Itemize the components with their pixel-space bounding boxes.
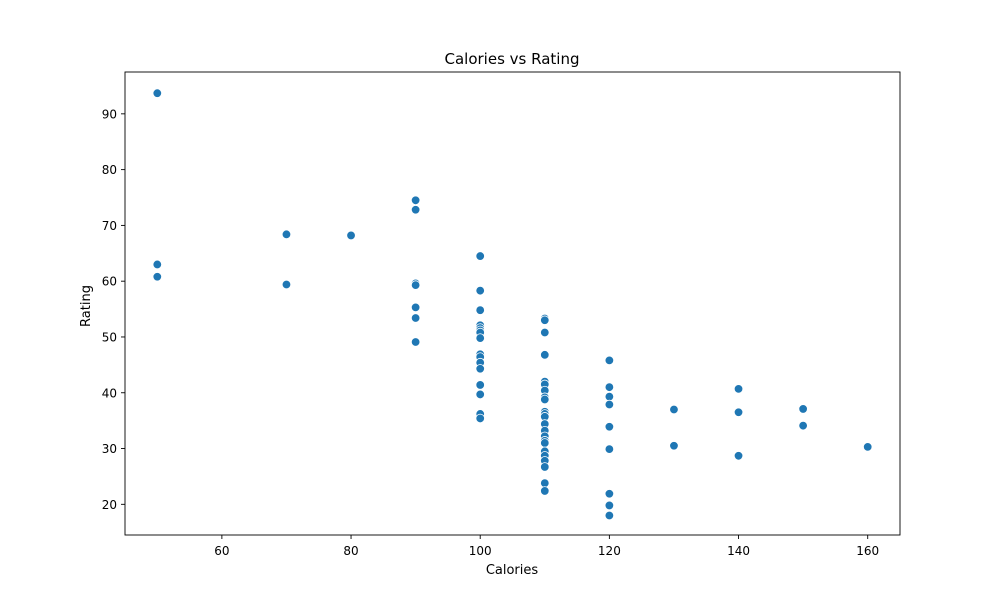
data-point-31	[540, 327, 550, 338]
data-point-20	[475, 333, 485, 343]
data-point-7	[410, 205, 421, 215]
data-point-11	[410, 313, 421, 323]
data-point-51	[540, 486, 550, 496]
y-tick-label-80: 80	[102, 163, 117, 177]
data-point-2	[152, 272, 162, 282]
chart-title: Calories vs Rating	[445, 50, 580, 68]
y-tick-label-70: 70	[102, 219, 117, 233]
data-point-68	[863, 442, 873, 452]
data-point-26	[475, 389, 485, 400]
data-point-32	[540, 350, 550, 360]
data-point-54	[604, 391, 615, 402]
plot-frame	[124, 71, 901, 536]
data-point-65	[733, 451, 744, 461]
data-point-45	[540, 438, 550, 448]
x-tick-label-140: 140	[727, 544, 750, 558]
data-point-9	[410, 280, 421, 290]
x-tick-label-160: 160	[856, 544, 879, 558]
y-tick-label-90: 90	[102, 107, 117, 121]
data-point-6	[410, 195, 421, 206]
data-point-28	[475, 413, 485, 424]
data-point-1	[152, 259, 162, 270]
data-point-58	[604, 489, 615, 499]
data-point-14	[475, 285, 485, 296]
data-point-30	[540, 315, 550, 325]
data-point-64	[733, 407, 744, 417]
data-point-62	[669, 441, 679, 451]
data-point-60	[604, 510, 615, 521]
data-point-5	[346, 230, 356, 241]
data-point-10	[410, 302, 421, 313]
x-tick-label-80: 80	[343, 544, 358, 558]
x-tick-label-120: 120	[598, 544, 621, 558]
data-point-61	[669, 404, 679, 415]
points-layer	[152, 88, 873, 521]
data-point-49	[540, 462, 550, 472]
y-axis-label: Rating	[79, 285, 94, 327]
data-point-25	[475, 380, 485, 390]
y-tick-label-50: 50	[102, 330, 117, 344]
x-axis-label: Calories	[486, 563, 539, 578]
x-tick-label-100: 100	[469, 544, 492, 558]
y-tick-label-30: 30	[102, 442, 117, 456]
y-tick-label-40: 40	[102, 386, 117, 400]
data-point-52	[604, 355, 615, 366]
data-point-56	[604, 422, 615, 432]
data-point-12	[410, 337, 421, 347]
axes-layer: 60 80 100 120 140 160 20 30 40 50 60 70 80 90	[102, 71, 901, 558]
data-point-3	[281, 229, 292, 240]
data-point-53	[604, 382, 615, 392]
data-point-55	[604, 399, 615, 410]
data-point-37	[540, 394, 550, 405]
data-point-66	[798, 404, 808, 414]
data-point-67	[798, 420, 808, 431]
data-point-0	[152, 88, 162, 98]
data-point-15	[475, 305, 485, 315]
x-tick-label-60: 60	[214, 544, 229, 558]
data-point-59	[604, 500, 615, 511]
data-point-63	[733, 384, 744, 394]
y-tick-label-60: 60	[102, 275, 117, 289]
data-point-24	[475, 364, 485, 374]
data-point-4	[281, 279, 292, 290]
y-tick-label-20: 20	[102, 498, 117, 512]
data-point-13	[475, 251, 485, 261]
data-point-50	[540, 478, 550, 488]
data-point-57	[604, 444, 615, 454]
